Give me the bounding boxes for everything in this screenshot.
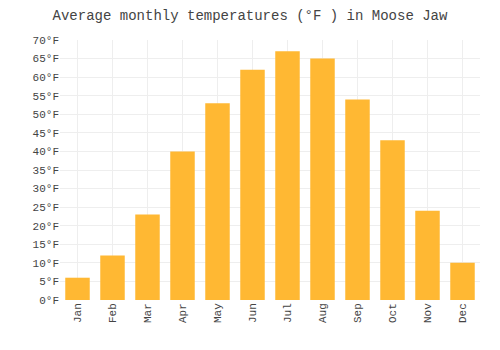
- svg-text:Jan: Jan: [72, 303, 84, 323]
- svg-text:60°F: 60°F: [33, 72, 59, 84]
- svg-text:Sep: Sep: [352, 303, 364, 323]
- svg-text:Feb: Feb: [107, 303, 119, 323]
- svg-text:20°F: 20°F: [33, 221, 59, 233]
- svg-text:Dec: Dec: [457, 303, 469, 323]
- svg-text:Aug: Aug: [317, 303, 329, 323]
- svg-text:Apr: Apr: [177, 303, 189, 323]
- svg-text:0°F: 0°F: [39, 295, 59, 307]
- svg-text:Average monthly temperatures (: Average monthly temperatures (°F ) in Mo…: [53, 8, 448, 24]
- svg-text:10°F: 10°F: [33, 258, 59, 270]
- svg-text:Jul: Jul: [282, 303, 294, 323]
- svg-text:50°F: 50°F: [33, 109, 59, 121]
- svg-text:Oct: Oct: [387, 303, 399, 323]
- svg-text:70°F: 70°F: [33, 35, 59, 47]
- svg-text:30°F: 30°F: [33, 183, 59, 195]
- svg-text:65°F: 65°F: [33, 53, 59, 65]
- svg-text:15°F: 15°F: [33, 239, 59, 251]
- svg-text:45°F: 45°F: [33, 128, 59, 140]
- svg-text:55°F: 55°F: [33, 91, 59, 103]
- svg-text:35°F: 35°F: [33, 165, 59, 177]
- svg-text:Mar: Mar: [142, 303, 154, 323]
- svg-text:May: May: [212, 303, 224, 323]
- svg-text:40°F: 40°F: [33, 146, 59, 158]
- svg-text:Jun: Jun: [247, 303, 259, 323]
- svg-text:Nov: Nov: [422, 303, 434, 323]
- svg-text:5°F: 5°F: [39, 276, 59, 288]
- svg-text:25°F: 25°F: [33, 202, 59, 214]
